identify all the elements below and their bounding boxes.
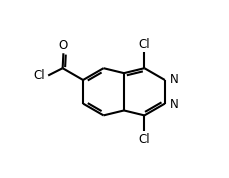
Text: N: N — [169, 98, 177, 111]
Text: O: O — [59, 39, 68, 52]
Text: Cl: Cl — [34, 69, 45, 82]
Text: Cl: Cl — [138, 133, 150, 146]
Text: N: N — [169, 73, 177, 86]
Text: Cl: Cl — [138, 38, 150, 51]
